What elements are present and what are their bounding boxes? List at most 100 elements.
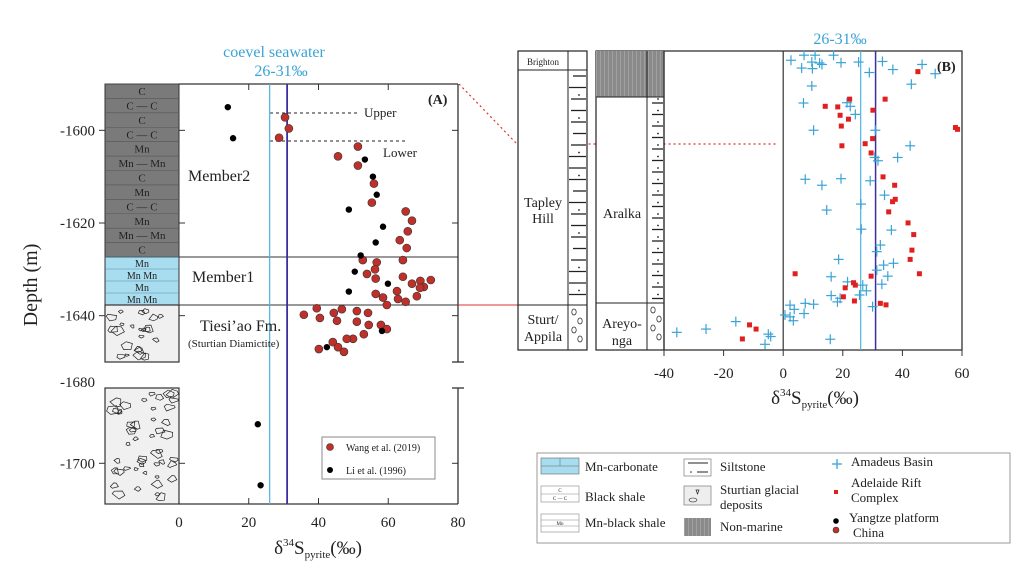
column-row-label: C — C: [126, 129, 157, 141]
legend-mn-carbonate-swatch: [540, 457, 580, 475]
siltstone-dot: [657, 98, 659, 100]
column-row-label: Mn: [134, 144, 150, 156]
data-point-wang: [364, 320, 374, 330]
data-point-adelaide: [882, 96, 888, 102]
data-point-amadeus: [825, 334, 836, 345]
data-point-amadeus: [930, 68, 941, 79]
siltstone-dot: [657, 201, 659, 204]
clast: [119, 322, 125, 327]
seawater-title: coevel seawater: [223, 44, 325, 61]
data-point-amadeus: [867, 301, 878, 312]
data-point-amadeus: [814, 57, 825, 68]
clast: [138, 334, 145, 339]
data-point-adelaide: [955, 126, 961, 132]
data-point-adelaide: [753, 326, 759, 332]
legend-black-shale: Black shale: [585, 489, 646, 504]
data-point-wang: [378, 293, 388, 302]
data-point-amadeus: [760, 339, 771, 350]
data-point-amadeus: [887, 64, 898, 75]
data-point-amadeus: [882, 271, 893, 282]
column-row-label: C: [138, 173, 145, 185]
siltstone-dot: [657, 247, 659, 250]
legend-black-shale-swatch: C C — C: [540, 485, 580, 503]
data-point-amadeus: [826, 271, 837, 282]
x-tick-label: 40: [895, 366, 910, 382]
data-point-amadeus: [892, 152, 903, 163]
data-point-amadeus: [877, 56, 888, 67]
legend-li-marker: [327, 467, 333, 473]
clast: [112, 408, 122, 415]
x-axis-label-a: δ34Spyrite(‰): [274, 537, 362, 561]
clast: [120, 341, 133, 351]
clast: [149, 449, 163, 459]
data-point-adelaide: [870, 136, 876, 142]
data-point-amadeus: [730, 316, 741, 327]
data-point-amadeus: [785, 300, 796, 311]
clast: [132, 350, 146, 361]
siltstone-dot: [578, 174, 580, 177]
clast: [577, 335, 583, 343]
legend-non-marine: Non-marine: [720, 519, 783, 534]
data-point-wang: [314, 344, 324, 354]
siltstone-dot: [657, 190, 659, 192]
clast: [142, 324, 154, 334]
data-point-amadeus: [701, 324, 712, 335]
clast: [165, 389, 180, 399]
data-point-wang: [426, 275, 436, 285]
clast: [111, 490, 126, 500]
data-point-wang: [337, 304, 347, 314]
svg-text:C — C: C — C: [553, 497, 568, 502]
clast: [113, 468, 125, 476]
clast: [129, 324, 135, 329]
data-point-wang: [315, 313, 325, 323]
clast: [141, 398, 148, 403]
clast: [656, 315, 662, 323]
unit-aralka: Aralka: [603, 207, 642, 222]
data-point-wang: [280, 113, 290, 122]
data-point-wang: [370, 265, 380, 274]
x-tick-label: 60: [381, 515, 396, 531]
siltstone-dot: [657, 121, 659, 123]
clast: [116, 353, 126, 360]
clast: [139, 352, 150, 361]
data-point-li: [257, 482, 264, 489]
clast: [106, 405, 120, 415]
legend-wang-marker: [326, 443, 334, 451]
clast: [154, 475, 160, 479]
data-point-wang: [367, 198, 377, 207]
data-point-li: [378, 327, 386, 335]
data-point-amadeus: [808, 299, 819, 310]
data-point-amadeus: [842, 276, 853, 287]
column-row-label: C: [138, 245, 145, 257]
siltstone-dot: [657, 213, 659, 215]
clast: [162, 389, 175, 398]
clast: [129, 420, 141, 430]
clast: [650, 324, 656, 332]
siltstone-dot: [657, 167, 659, 169]
clast: [136, 457, 147, 465]
data-point-li: [372, 239, 379, 246]
data-point-adelaide: [909, 247, 915, 253]
clast: [154, 492, 160, 497]
column-row-label: C: [138, 86, 145, 98]
annotation-upper: Upper: [364, 105, 397, 120]
plot-area-b: -40 -20 0 20 40 60: [654, 50, 970, 382]
legend-yangtze-red-marker: [832, 526, 840, 534]
data-point-wang: [398, 255, 408, 265]
data-point-adelaide: [747, 322, 753, 328]
seawater-range-label: 26-31‰: [254, 63, 307, 80]
data-point-amadeus: [888, 258, 899, 269]
data-point-wang: [393, 294, 403, 304]
data-point-li: [369, 173, 377, 180]
data-point-amadeus: [905, 140, 916, 151]
data-point-amadeus: [876, 279, 887, 290]
unit-hill: Hill: [532, 212, 554, 227]
data-point-wang: [274, 133, 284, 143]
data-point-adelaide: [907, 256, 913, 262]
unit-nga: nga: [612, 334, 633, 349]
data-point-wang: [407, 279, 417, 288]
panel-a: coevel seawater 26-31‰ CC — CCC — CMnMn …: [20, 44, 466, 561]
data-point-amadeus: [864, 67, 875, 78]
data-point-amadeus: [872, 155, 883, 166]
clast: [169, 457, 179, 463]
